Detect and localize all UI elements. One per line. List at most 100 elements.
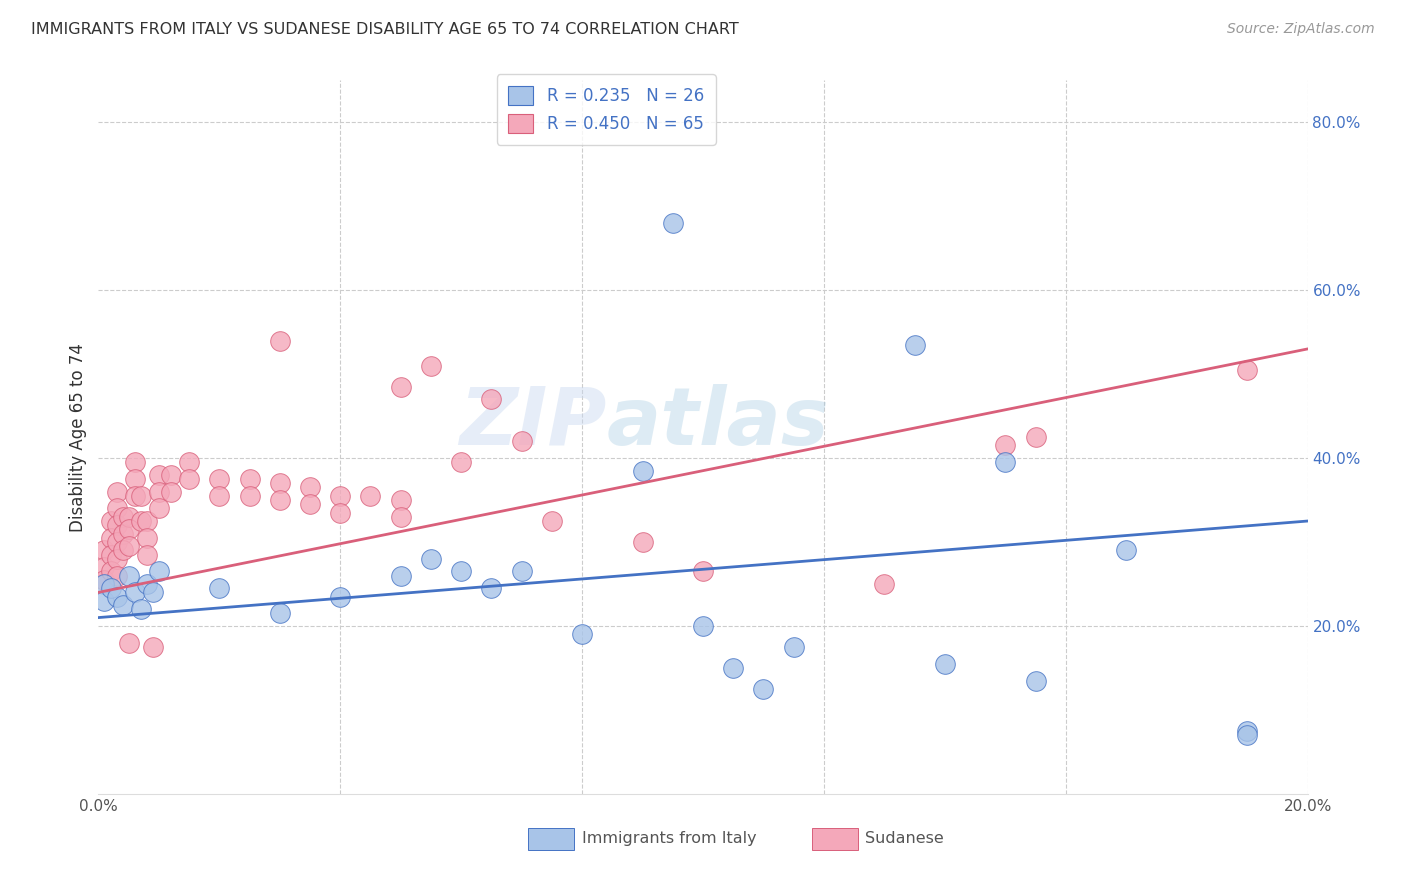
Immigrants from Italy xyxy=(420,551,443,566)
Sudanese xyxy=(299,497,322,511)
Sudanese xyxy=(160,484,183,499)
Sudanese xyxy=(105,551,128,566)
Immigrants from Italy xyxy=(118,568,141,582)
Immigrants from Italy xyxy=(129,602,152,616)
FancyBboxPatch shape xyxy=(811,828,858,849)
Immigrants from Italy xyxy=(904,337,927,351)
Immigrants from Italy xyxy=(135,577,157,591)
Sudanese xyxy=(105,501,128,516)
Sudanese xyxy=(329,489,352,503)
Sudanese xyxy=(179,472,201,486)
Sudanese xyxy=(135,548,157,562)
Sudanese xyxy=(389,509,412,524)
Immigrants from Italy xyxy=(142,585,165,599)
Sudanese xyxy=(148,501,170,516)
Sudanese xyxy=(299,480,322,494)
Sudanese xyxy=(93,560,115,574)
Immigrants from Italy xyxy=(269,607,291,621)
Immigrants from Italy xyxy=(148,565,170,579)
Immigrants from Italy xyxy=(661,216,683,230)
Sudanese xyxy=(124,489,146,503)
Immigrants from Italy xyxy=(450,565,472,579)
Immigrants from Italy xyxy=(994,455,1017,469)
Immigrants from Italy xyxy=(124,585,146,599)
Sudanese xyxy=(160,467,183,482)
Immigrants from Italy xyxy=(571,627,593,641)
Sudanese xyxy=(692,565,714,579)
Sudanese xyxy=(124,455,146,469)
Sudanese xyxy=(118,509,141,524)
Immigrants from Italy xyxy=(329,590,352,604)
Immigrants from Italy xyxy=(1236,723,1258,738)
FancyBboxPatch shape xyxy=(527,828,574,849)
Immigrants from Italy xyxy=(934,657,956,671)
Sudanese xyxy=(93,573,115,587)
Text: Source: ZipAtlas.com: Source: ZipAtlas.com xyxy=(1227,22,1375,37)
Sudanese xyxy=(111,526,134,541)
Immigrants from Italy xyxy=(93,577,115,591)
Immigrants from Italy xyxy=(1024,673,1046,688)
Sudanese xyxy=(269,476,291,491)
Sudanese xyxy=(105,535,128,549)
Sudanese xyxy=(389,380,412,394)
Sudanese xyxy=(239,472,262,486)
Sudanese xyxy=(329,506,352,520)
Y-axis label: Disability Age 65 to 74: Disability Age 65 to 74 xyxy=(69,343,87,532)
Immigrants from Italy xyxy=(1236,728,1258,742)
Sudanese xyxy=(239,489,262,503)
Sudanese xyxy=(135,531,157,545)
Immigrants from Italy xyxy=(692,619,714,633)
Text: Immigrants from Italy: Immigrants from Italy xyxy=(582,830,756,846)
Immigrants from Italy xyxy=(481,581,503,595)
Immigrants from Italy xyxy=(100,581,122,595)
Sudanese xyxy=(93,543,115,558)
Sudanese xyxy=(269,493,291,508)
Sudanese xyxy=(142,640,165,654)
Sudanese xyxy=(208,472,231,486)
Text: IMMIGRANTS FROM ITALY VS SUDANESE DISABILITY AGE 65 TO 74 CORRELATION CHART: IMMIGRANTS FROM ITALY VS SUDANESE DISABI… xyxy=(31,22,738,37)
Sudanese xyxy=(105,518,128,533)
Sudanese xyxy=(100,548,122,562)
Immigrants from Italy xyxy=(208,581,231,595)
Immigrants from Italy xyxy=(389,568,412,582)
Sudanese xyxy=(994,438,1017,452)
Sudanese xyxy=(631,535,654,549)
Sudanese xyxy=(540,514,562,528)
Sudanese xyxy=(105,568,128,582)
Sudanese xyxy=(481,392,503,407)
Sudanese xyxy=(118,636,141,650)
Sudanese xyxy=(100,531,122,545)
Sudanese xyxy=(1024,430,1046,444)
Immigrants from Italy xyxy=(510,565,533,579)
Immigrants from Italy xyxy=(111,598,134,612)
Sudanese xyxy=(179,455,201,469)
Sudanese xyxy=(269,334,291,348)
Legend: R = 0.235   N = 26, R = 0.450   N = 65: R = 0.235 N = 26, R = 0.450 N = 65 xyxy=(496,74,716,145)
Sudanese xyxy=(420,359,443,373)
Sudanese xyxy=(148,484,170,499)
Immigrants from Italy xyxy=(783,640,806,654)
Sudanese xyxy=(389,493,412,508)
Sudanese xyxy=(118,539,141,553)
Sudanese xyxy=(510,434,533,449)
Sudanese xyxy=(129,514,152,528)
Sudanese xyxy=(450,455,472,469)
Sudanese xyxy=(208,489,231,503)
Sudanese xyxy=(124,472,146,486)
Immigrants from Italy xyxy=(631,464,654,478)
Sudanese xyxy=(148,467,170,482)
Immigrants from Italy xyxy=(723,661,745,675)
Sudanese xyxy=(129,489,152,503)
Sudanese xyxy=(100,514,122,528)
Sudanese xyxy=(111,509,134,524)
Sudanese xyxy=(111,543,134,558)
Sudanese xyxy=(118,523,141,537)
Sudanese xyxy=(135,514,157,528)
Immigrants from Italy xyxy=(93,594,115,608)
Immigrants from Italy xyxy=(105,590,128,604)
Text: Sudanese: Sudanese xyxy=(865,830,943,846)
Immigrants from Italy xyxy=(1115,543,1137,558)
Immigrants from Italy xyxy=(752,681,775,696)
Sudanese xyxy=(105,484,128,499)
Sudanese xyxy=(1236,363,1258,377)
